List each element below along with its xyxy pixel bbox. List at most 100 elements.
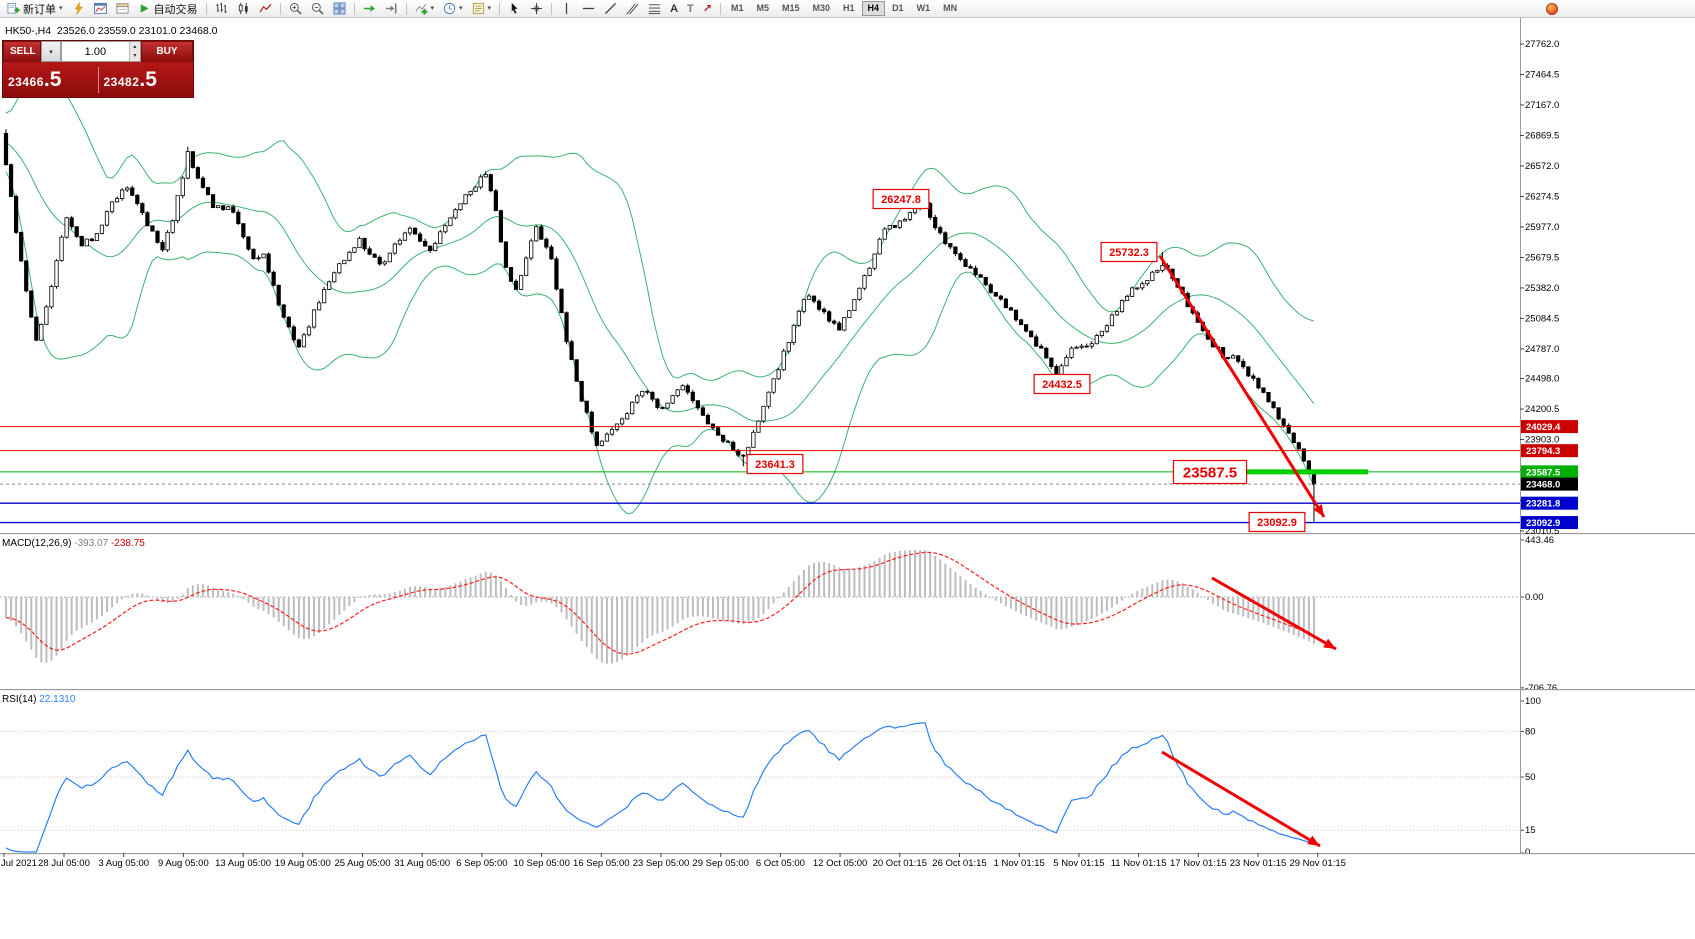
indicators-button[interactable]: ▾ [411, 1, 439, 17]
templates-button[interactable]: ▾ [468, 1, 496, 17]
trend-arrow[interactable] [1161, 750, 1321, 848]
svg-text:6 Sep 05:00: 6 Sep 05:00 [456, 858, 507, 869]
svg-text:17 Nov 01:15: 17 Nov 01:15 [1170, 858, 1227, 869]
price-callout[interactable]: 23641.3 [746, 453, 804, 475]
macd-panel[interactable]: 443.46 0.00 -706.76 [0, 535, 1557, 694]
bar-chart-mode-button[interactable] [211, 1, 232, 17]
price-callout[interactable]: 23092.9 [1248, 511, 1306, 533]
label-tool-button[interactable]: T [683, 1, 698, 17]
timeframe-m15[interactable]: M15 [776, 1, 806, 16]
profiles-button[interactable] [112, 1, 133, 17]
volume-up-button[interactable]: ▴ [129, 42, 140, 52]
line-chart-mode-button[interactable] [255, 1, 276, 17]
tile-windows-button[interactable] [329, 1, 350, 17]
fibonacci-tool-button[interactable] [644, 1, 665, 17]
toolbar-separator [405, 2, 407, 15]
candlestick-icon [238, 2, 248, 15]
notification-icon[interactable] [1546, 3, 1558, 15]
svg-text:23 Nov 01:15: 23 Nov 01:15 [1230, 858, 1287, 869]
svg-text:24029.4: 24029.4 [1526, 422, 1561, 433]
new-order-button[interactable]: 新订单 ▾ [3, 1, 67, 17]
cursor-tool-button[interactable] [504, 1, 525, 17]
svg-text:50: 50 [1525, 772, 1536, 783]
sell-button[interactable]: SELL [3, 41, 41, 62]
price-callout[interactable]: 25732.3 [1100, 241, 1158, 263]
chart-shift-icon [385, 3, 396, 14]
timeframe-m5[interactable]: M5 [750, 1, 775, 16]
candlestick-mode-button[interactable] [233, 1, 254, 17]
toolbar-separator [205, 2, 207, 15]
quick-trade-button[interactable] [68, 1, 89, 17]
macd-value: -393.07 [74, 538, 109, 549]
horizontal-line-icon [582, 7, 595, 10]
chart-shift-button[interactable] [381, 1, 402, 17]
svg-text:23587.5: 23587.5 [1183, 464, 1237, 481]
timeframe-w1[interactable]: W1 [911, 1, 937, 16]
timeframe-h1[interactable]: H1 [837, 1, 861, 16]
svg-text:23903.0: 23903.0 [1525, 435, 1559, 446]
order-type-dropdown[interactable]: ▾ [41, 41, 61, 62]
trend-arrow[interactable] [1211, 576, 1337, 651]
svg-text:12 Oct 05:00: 12 Oct 05:00 [813, 858, 867, 869]
buy-button[interactable]: BUY [141, 41, 193, 62]
main-price-panel[interactable] [3, 59, 1317, 522]
timeframe-m1[interactable]: M1 [725, 1, 750, 16]
svg-text:443.46: 443.46 [1525, 535, 1554, 546]
chart-window-button[interactable] [90, 1, 111, 17]
volume-input[interactable] [62, 42, 129, 61]
timeframe-d1[interactable]: D1 [886, 1, 910, 16]
crosshair-tool-button[interactable] [526, 1, 547, 17]
time-axis[interactable]: Jul 2021 28 Jul 05:00 3 Aug 05:00 9 Aug 05:… [1, 853, 1346, 869]
price-tag: 23468.0 [1521, 477, 1578, 491]
timeframe-h4[interactable]: H4 [861, 1, 886, 16]
indicators-plus-icon [415, 4, 427, 15]
price-callout[interactable]: 24432.5 [1033, 373, 1091, 395]
price-callout[interactable]: 23587.5 [1172, 459, 1248, 485]
rsi-line [5, 722, 1315, 853]
zoom-in-button[interactable] [285, 1, 306, 17]
trendline-tool-button[interactable] [600, 1, 621, 17]
svg-text:23587.5: 23587.5 [1526, 467, 1561, 478]
volume-down-button[interactable]: ▾ [129, 51, 140, 61]
caret-down-icon: ▾ [59, 5, 63, 12]
svg-text:27464.5: 27464.5 [1525, 69, 1559, 80]
timeframe-m30[interactable]: M30 [807, 1, 837, 16]
fibonacci-icon [648, 4, 661, 15]
rsi-panel[interactable]: 100 80 50 15 0 [0, 696, 1541, 858]
price-tag: 23794.3 [1521, 444, 1578, 458]
channel-tool-button[interactable] [622, 1, 643, 17]
auto-scroll-icon [363, 5, 375, 12]
rsi-label: RSI(14) 22.1310 [2, 694, 75, 705]
zoom-out-button[interactable] [307, 1, 328, 17]
channel-icon [626, 3, 639, 15]
buy-price[interactable]: 23482.5 [99, 68, 194, 92]
price-callout[interactable]: 26247.8 [872, 188, 930, 210]
trade-panel-top-row: SELL ▾ ▴ ▾ BUY [3, 41, 193, 62]
svg-text:23468.0: 23468.0 [1526, 480, 1560, 491]
vertical-line-tool-button[interactable] [556, 1, 577, 17]
svg-text:6 Oct 05:00: 6 Oct 05:00 [756, 858, 805, 869]
horizontal-line-tool-button[interactable] [578, 1, 599, 17]
svg-text:23281.8: 23281.8 [1526, 499, 1560, 510]
toolbar-separator [551, 2, 553, 15]
svg-text:25084.5: 25084.5 [1525, 313, 1559, 324]
timeframe-mn[interactable]: MN [937, 1, 963, 16]
sell-price[interactable]: 23466.5 [3, 68, 98, 92]
text-tool-button[interactable]: A [666, 1, 682, 17]
arrows-tool-button[interactable]: ↗ [699, 1, 716, 17]
svg-text:25679.5: 25679.5 [1525, 252, 1559, 263]
price-axis[interactable]: 27762.0 27464.5 27167.0 26869.5 26572.0 26274… [0, 18, 1695, 855]
svg-text:24787.0: 24787.0 [1525, 344, 1559, 355]
caret-down-icon: ▾ [430, 5, 435, 12]
sell-price-main: 23466 [8, 74, 44, 89]
auto-trading-button[interactable]: 自动交易 [134, 1, 202, 17]
svg-text:11 Nov 01:15: 11 Nov 01:15 [1111, 858, 1167, 869]
trend-arrow[interactable] [1158, 255, 1326, 518]
macd-signal-value: -238.75 [110, 538, 145, 549]
auto-scroll-button[interactable] [359, 1, 380, 17]
lightning-icon [74, 2, 83, 15]
periods-button[interactable]: ▾ [439, 1, 467, 17]
svg-text:25382.0: 25382.0 [1525, 283, 1559, 294]
price-tag: 24029.4 [1521, 420, 1578, 434]
